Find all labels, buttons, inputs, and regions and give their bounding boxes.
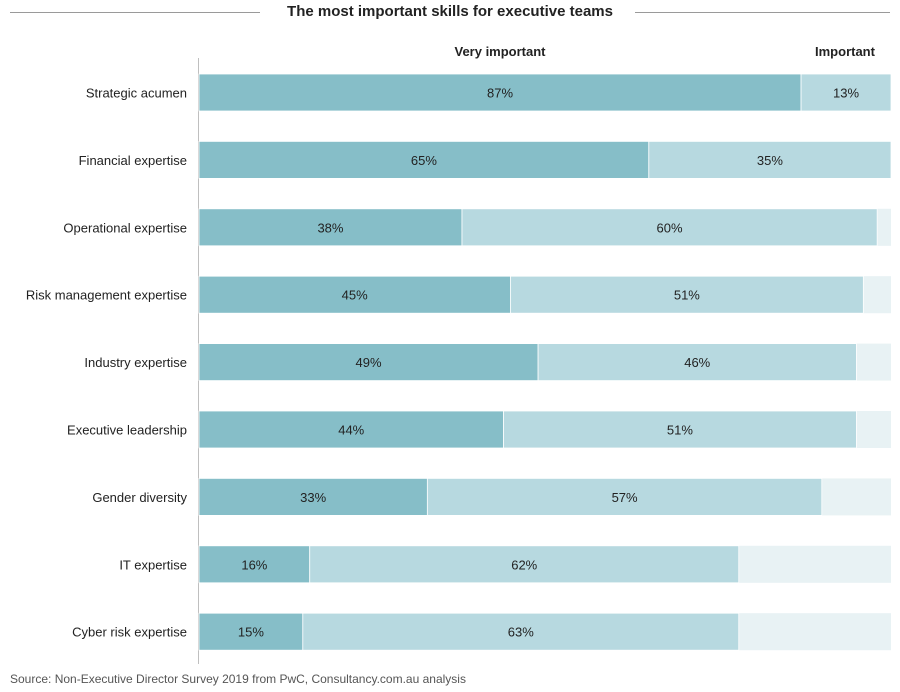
chart: Very important Important Strategic acumen…	[26, 44, 892, 664]
category-label: Operational expertise	[63, 220, 187, 235]
bar-segment-very-important	[198, 477, 428, 516]
bar-segment-important	[537, 343, 857, 382]
data-label: 63%	[508, 625, 534, 640]
bar-segment-important	[309, 545, 740, 584]
bar-segment-very-important	[198, 612, 304, 651]
bar-row: Cyber risk expertise 15% 63%	[72, 612, 891, 651]
title-row: The most important skills for executive …	[0, 0, 900, 26]
category-label: IT expertise	[119, 557, 187, 572]
data-label: 13%	[833, 86, 859, 101]
bar-segment-very-important	[198, 73, 802, 112]
category-label: Gender diversity	[92, 490, 187, 505]
bar-segment-very-important	[198, 343, 539, 382]
category-label: Strategic acumen	[86, 86, 187, 101]
title-rule-left	[10, 12, 260, 13]
bar-segment-very-important	[198, 275, 511, 314]
bar-segment-very-important	[198, 410, 504, 449]
data-label: 49%	[356, 355, 382, 370]
legend: Very important Important	[454, 44, 875, 59]
data-label: 62%	[511, 557, 537, 572]
data-label: 87%	[487, 86, 513, 101]
chart-title-text: The most important skills for executive …	[275, 3, 625, 20]
bar-segment-important	[648, 140, 892, 179]
legend-0: Very important	[454, 44, 546, 59]
data-label: 44%	[338, 423, 364, 438]
bar-segment-very-important	[198, 140, 650, 179]
bar-row: Industry expertise 49% 46%	[84, 343, 891, 382]
source-note: Source: Non-Executive Director Survey 20…	[10, 672, 466, 686]
bar-row: Gender diversity 33% 57%	[92, 477, 891, 516]
data-label: 16%	[241, 557, 267, 572]
bar-row: IT expertise 16% 62%	[119, 545, 891, 584]
chart-rows: Strategic acumen 87% 13% Financial expertis…	[26, 73, 892, 651]
bar-row: Financial expertise 65% 35%	[79, 140, 892, 179]
data-label: 60%	[657, 220, 683, 235]
data-label: 65%	[411, 153, 437, 168]
bar-segment-important	[302, 612, 740, 651]
data-label: 15%	[238, 625, 264, 640]
bar-row: Risk management expertise 45% 51%	[26, 275, 891, 314]
data-label: 45%	[342, 288, 368, 303]
data-label: 57%	[612, 490, 638, 505]
category-label: Cyber risk expertise	[72, 625, 187, 640]
bar-segment-important	[503, 410, 857, 449]
data-label: 51%	[674, 288, 700, 303]
bar-segment-very-important	[198, 208, 463, 247]
bar-segment-important	[800, 73, 892, 112]
data-label: 33%	[300, 490, 326, 505]
bar-row: Strategic acumen 87% 13%	[86, 73, 892, 112]
data-label: 38%	[317, 220, 343, 235]
category-label: Executive leadership	[67, 423, 187, 438]
bar-segment-very-important	[198, 545, 311, 584]
bar-segment-important	[509, 275, 864, 314]
title-rule-right	[635, 12, 890, 13]
bar-row: Executive leadership 44% 51%	[67, 410, 891, 449]
data-label: 46%	[684, 355, 710, 370]
bar-segment-important	[461, 208, 878, 247]
data-label: 35%	[757, 153, 783, 168]
category-label: Industry expertise	[84, 355, 187, 370]
legend-1: Important	[815, 44, 876, 59]
category-label: Financial expertise	[79, 153, 187, 168]
bar-segment-important	[426, 477, 823, 516]
bar-row: Operational expertise 38% 60%	[63, 208, 891, 247]
chart-title: The most important skills for executive …	[0, 3, 900, 20]
data-label: 51%	[667, 423, 693, 438]
category-label: Risk management expertise	[26, 288, 187, 303]
